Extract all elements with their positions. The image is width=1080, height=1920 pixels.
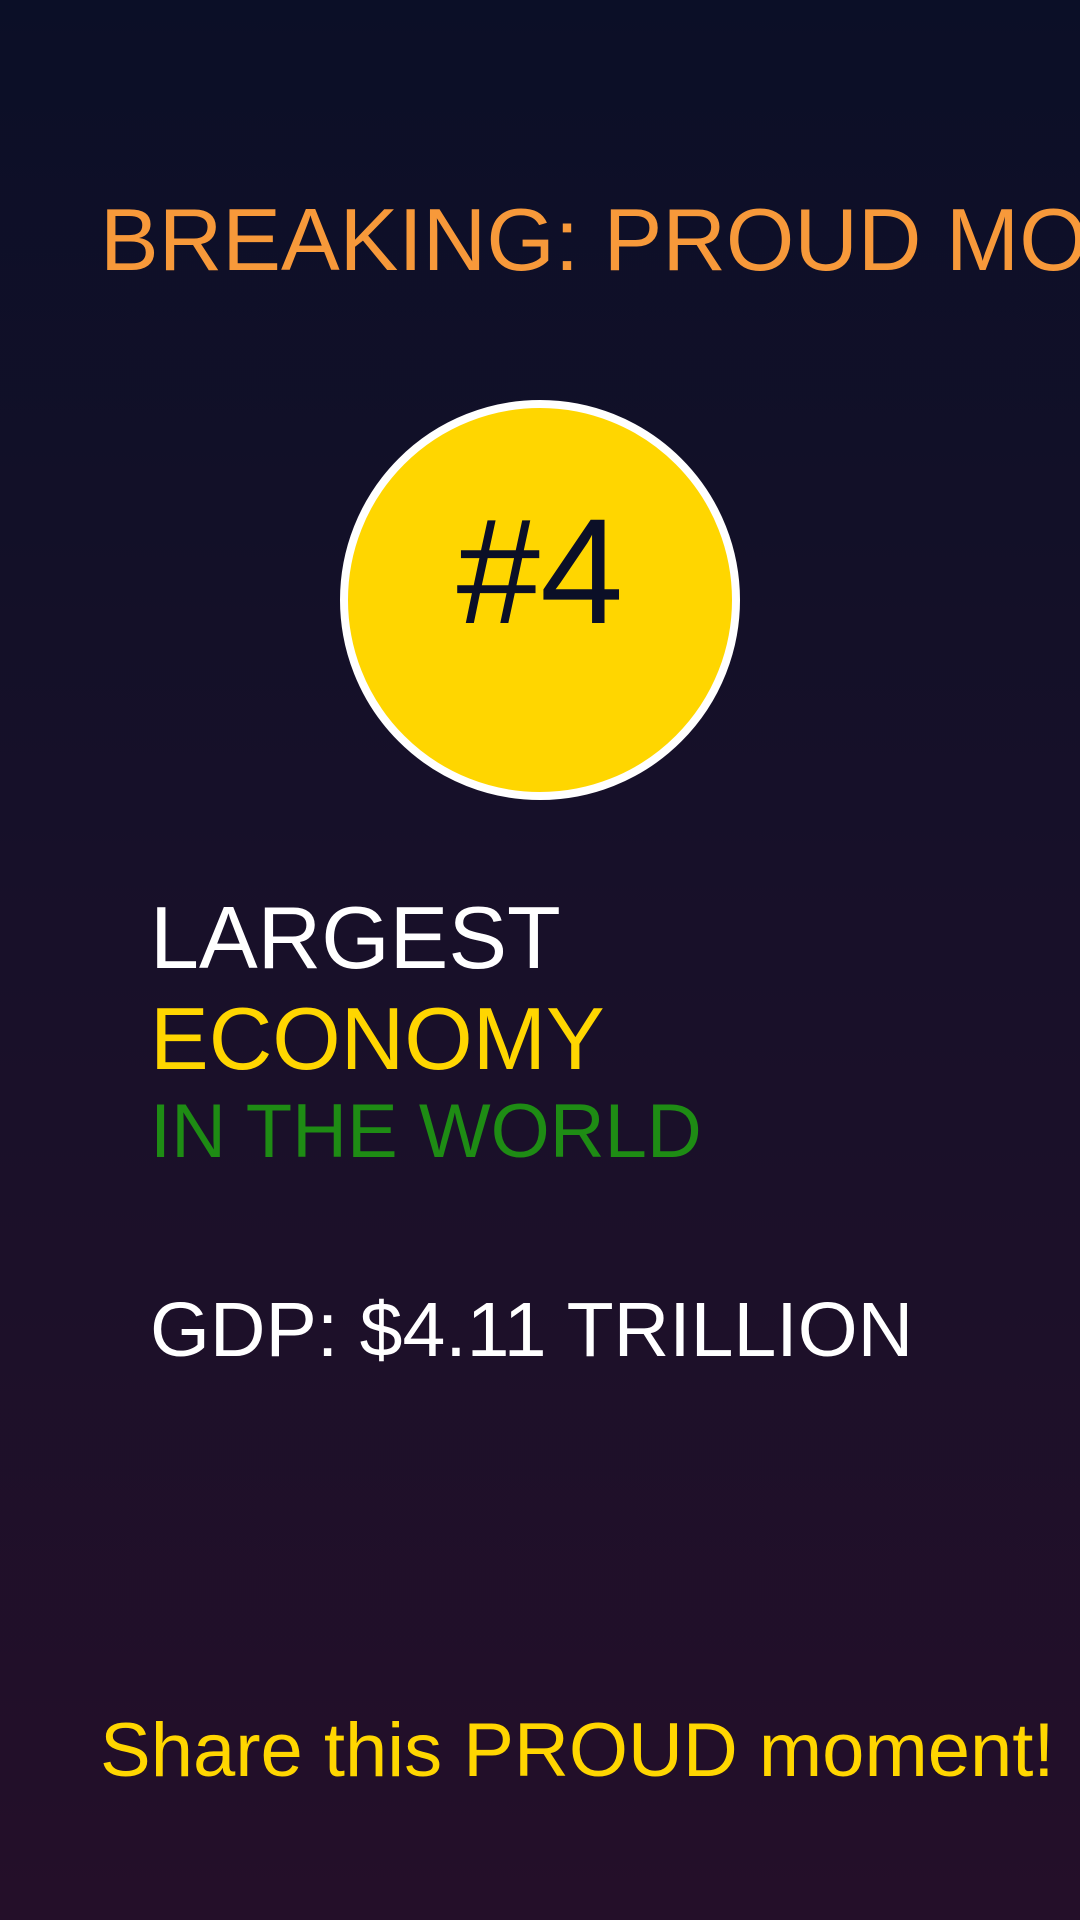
- headline-line: LARGEST: [150, 888, 561, 987]
- rank-badge: #4: [340, 400, 740, 800]
- headline-line: IN THE WORLD: [150, 1089, 702, 1174]
- title: BREAKING: PROUD MOMENT: [100, 190, 1080, 289]
- headline-line: ECONOMY: [150, 989, 605, 1088]
- gdp-stat: GDP: $4.11 TRILLION: [150, 1287, 914, 1373]
- share-prompt[interactable]: Share this PROUD moment! ☐: [100, 1708, 1080, 1793]
- rank-label: #4: [456, 487, 624, 655]
